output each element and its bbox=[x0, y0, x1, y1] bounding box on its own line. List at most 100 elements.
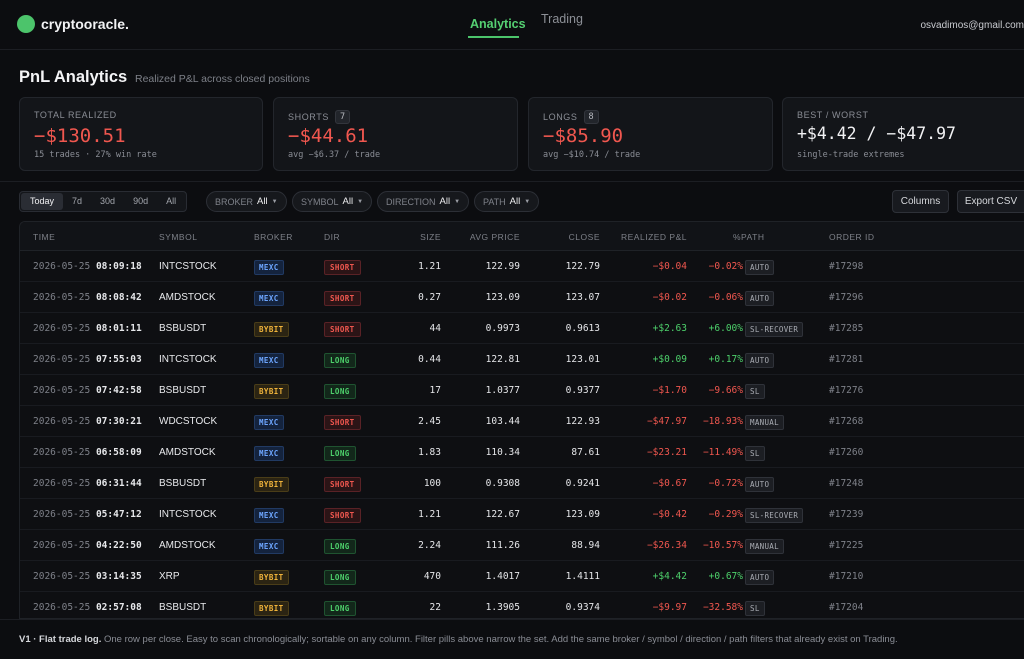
cell-order-id[interactable]: #17281 bbox=[829, 354, 864, 365]
cell-realized-pnl: −$9.97 bbox=[652, 602, 687, 613]
path-badge: AUTO bbox=[745, 570, 775, 585]
card-value: +$4.42 / −$47.97 bbox=[797, 124, 956, 143]
cell-avg-price: 122.81 bbox=[485, 354, 520, 365]
table-row[interactable]: 2026-05-25 07:30:21 WDCSTOCK MEXC SHORT 2.45… bbox=[20, 406, 1024, 437]
trade-date: 2026-05-25 bbox=[33, 416, 91, 427]
cell-order-id[interactable]: #17276 bbox=[829, 385, 864, 396]
table-row[interactable]: 2026-05-25 06:31:44 BSBUSDT BYBIT SHORT 100 0… bbox=[20, 468, 1024, 499]
table-row[interactable]: 2026-05-25 08:09:18 INTCSTOCK MEXC SHORT 1.2… bbox=[20, 251, 1024, 282]
table-row[interactable]: 2026-05-25 06:58:09 AMDSTOCK MEXC LONG 1.83 1… bbox=[20, 437, 1024, 468]
table-row[interactable]: 2026-05-25 07:55:03 INTCSTOCK MEXC LONG 0.44… bbox=[20, 344, 1024, 375]
cell-order-id[interactable]: #17248 bbox=[829, 478, 864, 489]
card-total-realized: TOTAL REALIZED −$130.51 15 trades · 27% … bbox=[19, 97, 263, 171]
tab-analytics[interactable]: Analytics bbox=[470, 17, 526, 31]
trade-date: 2026-05-25 bbox=[33, 509, 91, 520]
tab-trading[interactable]: Trading bbox=[541, 12, 583, 26]
cell-time: 2026-05-25 05:47:12 bbox=[33, 509, 142, 520]
range-30d[interactable]: 30d bbox=[100, 196, 116, 206]
cell-symbol: AMDSTOCK bbox=[159, 292, 216, 303]
cell-symbol: INTCSTOCK bbox=[159, 354, 217, 365]
cell-size: 22 bbox=[429, 602, 441, 613]
cell-order-id[interactable]: #17298 bbox=[829, 261, 864, 272]
range-all[interactable]: All bbox=[166, 196, 177, 206]
cell-order-id[interactable]: #17239 bbox=[829, 509, 864, 520]
cell-symbol: BSBUSDT bbox=[159, 478, 207, 489]
path-badge: SL bbox=[745, 384, 765, 399]
direction-badge: SHORT bbox=[324, 415, 361, 430]
table-row[interactable]: 2026-05-25 07:42:58 BSBUSDT BYBIT LONG 17 1.0… bbox=[20, 375, 1024, 406]
cell-size: 44 bbox=[429, 323, 441, 334]
trade-time: 06:58:09 bbox=[95, 447, 142, 458]
export-csv-button[interactable]: Export CSV bbox=[957, 190, 1024, 213]
table-row[interactable]: 2026-05-25 05:47:12 INTCSTOCK MEXC SHORT 1.2… bbox=[20, 499, 1024, 530]
range-7d[interactable]: 7d bbox=[72, 196, 83, 206]
col-time[interactable]: TIME bbox=[33, 232, 56, 242]
cell-order-id[interactable]: #17296 bbox=[829, 292, 864, 303]
broker-badge: MEXC bbox=[254, 353, 284, 368]
broker-badge: BYBIT bbox=[254, 322, 289, 337]
range-90d[interactable]: 90d bbox=[133, 196, 149, 206]
cell-realized-pnl: −$1.70 bbox=[652, 385, 687, 396]
count-badge: 8 bbox=[583, 110, 599, 124]
broker-filter[interactable]: BROKER All ▼ bbox=[206, 191, 287, 212]
cell-realized-pnl: +$4.42 bbox=[652, 571, 687, 582]
table-row[interactable]: 2026-05-25 02:57:08 BSBUSDT BYBIT LONG 22 1.3… bbox=[20, 592, 1024, 618]
cell-pct: −0.72% bbox=[708, 478, 743, 489]
col-path[interactable]: %PATH bbox=[733, 232, 765, 242]
chevron-down-icon: ▼ bbox=[524, 198, 531, 205]
col-size[interactable]: SIZE bbox=[420, 232, 441, 242]
cell-time: 2026-05-25 07:55:03 bbox=[33, 354, 142, 365]
cell-close: 123.07 bbox=[565, 292, 600, 303]
columns-button[interactable]: Columns bbox=[892, 190, 949, 213]
cell-pct: −9.66% bbox=[708, 385, 743, 396]
cell-close: 123.09 bbox=[565, 509, 600, 520]
direction-filter[interactable]: DIRECTION All ▼ bbox=[377, 191, 470, 212]
direction-badge: LONG bbox=[324, 539, 356, 554]
path-filter[interactable]: PATH All ▼ bbox=[474, 191, 540, 212]
cell-order-id[interactable]: #17268 bbox=[829, 416, 864, 427]
cell-pct: +0.17% bbox=[708, 354, 743, 365]
range-today[interactable]: Today bbox=[21, 193, 64, 210]
table-row[interactable]: 2026-05-25 08:01:11 BSBUSDT BYBIT SHORT 44 0.… bbox=[20, 313, 1024, 344]
cell-time: 2026-05-25 07:30:21 bbox=[33, 416, 142, 427]
chevron-down-icon: ▼ bbox=[357, 198, 364, 205]
col-realized-pnl[interactable]: REALIZED P&L bbox=[621, 232, 687, 242]
cell-order-id[interactable]: #17210 bbox=[829, 571, 864, 582]
broker-badge: MEXC bbox=[254, 415, 284, 430]
cell-close: 0.9613 bbox=[565, 323, 600, 334]
cell-avg-price: 110.34 bbox=[485, 447, 520, 458]
cell-size: 2.45 bbox=[418, 416, 441, 427]
user-email[interactable]: osvadimos@gmail.com bbox=[920, 20, 1024, 31]
direction-badge: LONG bbox=[324, 446, 356, 461]
col-dir[interactable]: DIR bbox=[324, 232, 341, 242]
footer-title: V1 · Flat trade log. bbox=[19, 634, 102, 645]
card-foot: avg −$6.37 / trade bbox=[288, 150, 381, 160]
cell-order-id[interactable]: #17260 bbox=[829, 447, 864, 458]
cell-symbol: BSBUSDT bbox=[159, 385, 207, 396]
cell-size: 470 bbox=[423, 571, 441, 582]
filter-label: BROKER bbox=[215, 196, 254, 207]
cell-close: 87.61 bbox=[571, 447, 600, 458]
card-label: BEST / WORST bbox=[797, 110, 869, 120]
table-row[interactable]: 2026-05-25 08:08:42 AMDSTOCK MEXC SHORT 0.27… bbox=[20, 282, 1024, 313]
cell-realized-pnl: −$0.04 bbox=[652, 261, 687, 272]
cell-order-id[interactable]: #17285 bbox=[829, 323, 864, 334]
cell-time: 2026-05-25 08:08:42 bbox=[33, 292, 142, 303]
col-close[interactable]: CLOSE bbox=[568, 232, 600, 242]
cell-order-id[interactable]: #17204 bbox=[829, 602, 864, 613]
broker-badge: MEXC bbox=[254, 291, 284, 306]
cell-order-id[interactable]: #17225 bbox=[829, 540, 864, 551]
table-row[interactable]: 2026-05-25 04:22:50 AMDSTOCK MEXC LONG 2.24 1… bbox=[20, 530, 1024, 561]
symbol-filter[interactable]: SYMBOL All ▼ bbox=[292, 191, 373, 212]
table-row[interactable]: 2026-05-25 03:14:35 XRP BYBIT LONG 470 1.4017… bbox=[20, 561, 1024, 592]
col-symbol[interactable]: SYMBOL bbox=[159, 232, 198, 242]
cell-symbol: INTCSTOCK bbox=[159, 261, 217, 272]
path-badge: AUTO bbox=[745, 291, 775, 306]
col-broker[interactable]: BROKER bbox=[254, 232, 293, 242]
col-order-id[interactable]: ORDER ID bbox=[829, 232, 875, 242]
col-avg-price[interactable]: AVG PRICE bbox=[469, 232, 520, 242]
card-value: −$44.61 bbox=[288, 125, 369, 147]
cell-realized-pnl: −$0.42 bbox=[652, 509, 687, 520]
cell-close: 0.9374 bbox=[565, 602, 600, 613]
broker-badge: MEXC bbox=[254, 260, 284, 275]
